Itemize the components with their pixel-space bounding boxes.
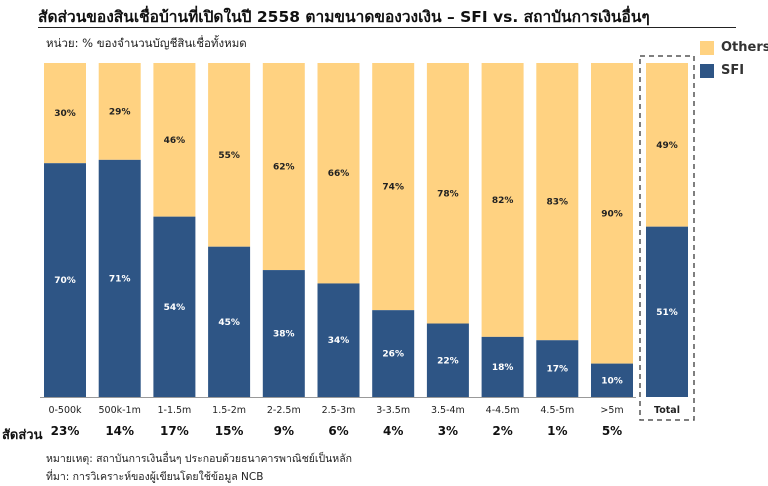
title-underline xyxy=(38,27,736,28)
share-value-8: 2% xyxy=(492,424,512,438)
bar-sfi-10 xyxy=(591,363,633,397)
bar-others-0 xyxy=(44,63,86,164)
bar-sfi-9 xyxy=(536,340,579,397)
bar-others-7 xyxy=(426,63,469,324)
data-label-sfi-6: 26% xyxy=(382,350,404,360)
legend-label-sfi: SFI xyxy=(721,63,745,78)
x-tick-label-10: >5m xyxy=(600,405,623,416)
share-value-4: 9% xyxy=(274,424,294,438)
data-label-sfi-3: 45% xyxy=(218,318,240,328)
data-label-sfi-11: 51% xyxy=(656,308,678,318)
data-label-others-4: 62% xyxy=(273,163,295,173)
bar-others-5 xyxy=(317,63,360,284)
data-label-others-9: 83% xyxy=(547,198,569,208)
bar-sfi-5 xyxy=(317,283,360,397)
total-highlight-box xyxy=(639,55,695,421)
x-tick-label-6: 3-3.5m xyxy=(376,405,410,416)
data-label-others-0: 30% xyxy=(54,109,76,119)
data-label-sfi-4: 38% xyxy=(273,330,295,340)
data-label-others-10: 90% xyxy=(601,209,623,219)
share-value-0: 23% xyxy=(51,424,80,438)
bar-sfi-8 xyxy=(481,336,524,397)
bar-sfi-1 xyxy=(98,159,141,397)
data-label-others-11: 49% xyxy=(656,141,678,151)
share-row-label: สัดส่วน xyxy=(2,428,43,443)
footnote: หมายเหตุ: สถาบันการเงินอื่นๆ ประกอบด้วยธ… xyxy=(46,453,353,465)
data-label-others-5: 66% xyxy=(328,169,350,179)
share-value-10: 5% xyxy=(602,424,622,438)
legend-swatch-sfi xyxy=(700,63,714,78)
bar-others-11 xyxy=(646,63,688,227)
bar-sfi-7 xyxy=(426,323,469,397)
x-tick-label-4: 2-2.5m xyxy=(267,405,301,416)
bar-sfi-0 xyxy=(44,163,86,397)
data-label-sfi-0: 70% xyxy=(54,276,76,286)
bar-sfi-4 xyxy=(262,270,305,397)
data-label-sfi-8: 18% xyxy=(492,363,514,373)
data-label-sfi-2: 54% xyxy=(164,303,186,313)
source-note: ที่มา: การวิเคราะห์ของผู้เขียนโดยใช้ข้อม… xyxy=(46,471,264,483)
bar-others-6 xyxy=(372,63,415,311)
data-label-sfi-7: 22% xyxy=(437,356,459,366)
bar-sfi-6 xyxy=(372,310,415,397)
x-tick-label-11: Total xyxy=(654,405,680,416)
data-label-others-1: 29% xyxy=(109,107,131,117)
legend-label-others: Others xyxy=(721,40,768,55)
x-tick-label-2: 1-1.5m xyxy=(157,405,191,416)
data-label-others-6: 74% xyxy=(382,183,404,193)
data-label-others-2: 46% xyxy=(164,136,186,146)
bar-others-4 xyxy=(262,63,305,271)
share-value-3: 15% xyxy=(215,424,244,438)
share-value-7: 3% xyxy=(438,424,458,438)
data-label-others-8: 82% xyxy=(492,196,514,206)
share-value-6: 4% xyxy=(383,424,403,438)
bar-sfi-3 xyxy=(208,246,251,397)
bar-others-8 xyxy=(481,63,524,337)
data-label-sfi-10: 10% xyxy=(601,376,623,386)
bar-others-1 xyxy=(98,63,141,160)
bar-sfi-11 xyxy=(646,226,688,397)
x-tick-label-9: 4.5-5m xyxy=(540,405,574,416)
unit-note: หน่วย: % ของจำนวนบัญชีสินเชื่อทั้งหมด xyxy=(46,36,247,50)
chart-legend: Others SFI xyxy=(700,40,768,86)
data-label-others-7: 78% xyxy=(437,189,459,199)
share-value-5: 6% xyxy=(328,424,348,438)
x-tick-label-8: 4-4.5m xyxy=(486,405,520,416)
x-tick-label-3: 1.5-2m xyxy=(212,405,246,416)
data-label-others-3: 55% xyxy=(218,151,240,161)
data-label-sfi-1: 71% xyxy=(109,274,131,284)
bar-sfi-2 xyxy=(153,216,196,397)
x-tick-label-0: 0-500k xyxy=(48,405,82,416)
share-value-1: 14% xyxy=(105,424,134,438)
x-tick-label-7: 3.5-4m xyxy=(431,405,465,416)
legend-item-others: Others xyxy=(700,40,768,55)
bar-others-9 xyxy=(536,63,579,341)
data-label-sfi-9: 17% xyxy=(547,365,569,375)
share-value-2: 17% xyxy=(160,424,189,438)
bar-others-10 xyxy=(591,63,633,364)
x-tick-label-1: 500k-1m xyxy=(99,405,141,416)
chart-title: สัดส่วนของสินเชื่อบ้านที่เปิดในปี 2558 ต… xyxy=(38,8,650,26)
bar-others-2 xyxy=(153,63,196,217)
x-tick-label-5: 2.5-3m xyxy=(322,405,356,416)
data-label-sfi-5: 34% xyxy=(328,336,350,346)
share-value-9: 1% xyxy=(547,424,567,438)
legend-item-sfi: SFI xyxy=(700,63,768,78)
legend-swatch-others xyxy=(700,40,714,55)
bar-others-3 xyxy=(208,63,251,247)
